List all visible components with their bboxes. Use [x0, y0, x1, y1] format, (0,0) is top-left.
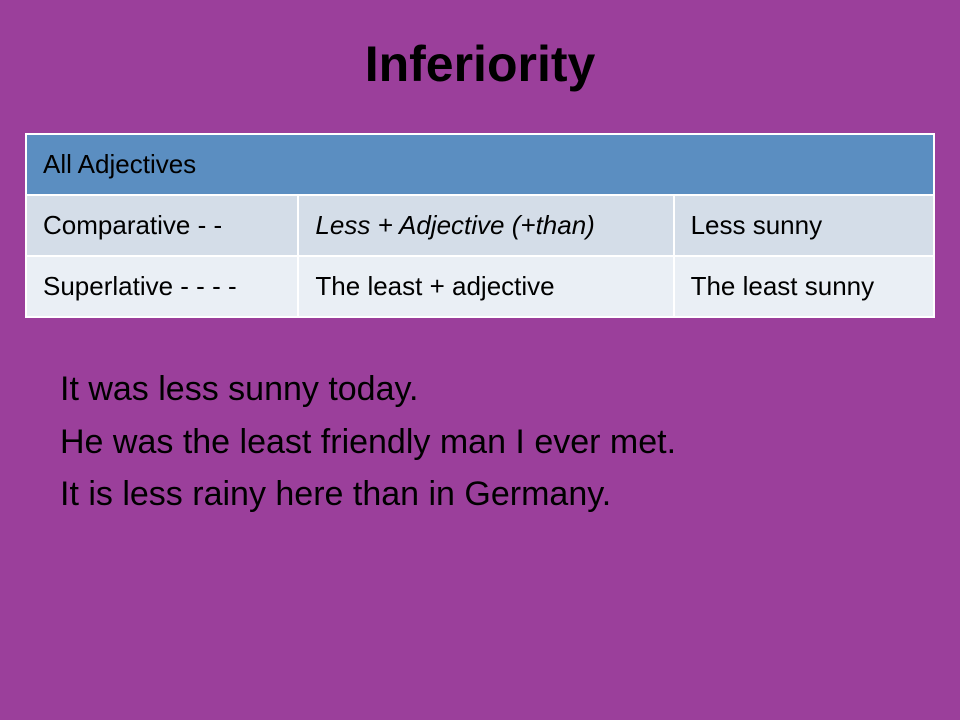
example-line: It is less rainy here than in Germany.: [60, 468, 935, 521]
slide: Inferiority All Adjectives Comparative -…: [0, 0, 960, 720]
row-pattern: Less + Adjective (+than): [298, 195, 673, 256]
row-pattern: The least + adjective: [298, 256, 673, 317]
example-sentences: It was less sunny today. He was the leas…: [25, 363, 935, 521]
table-header-row: All Adjectives: [26, 134, 934, 195]
row-label: Comparative - -: [26, 195, 298, 256]
table-row: Superlative - - - - The least + adjectiv…: [26, 256, 934, 317]
grammar-table: All Adjectives Comparative - - Less + Ad…: [25, 133, 935, 318]
table-header: All Adjectives: [26, 134, 934, 195]
row-example: The least sunny: [674, 256, 934, 317]
row-example: Less sunny: [674, 195, 934, 256]
row-label: Superlative - - - -: [26, 256, 298, 317]
table-row: Comparative - - Less + Adjective (+than)…: [26, 195, 934, 256]
slide-title: Inferiority: [25, 35, 935, 93]
example-line: It was less sunny today.: [60, 363, 935, 416]
example-line: He was the least friendly man I ever met…: [60, 416, 935, 469]
